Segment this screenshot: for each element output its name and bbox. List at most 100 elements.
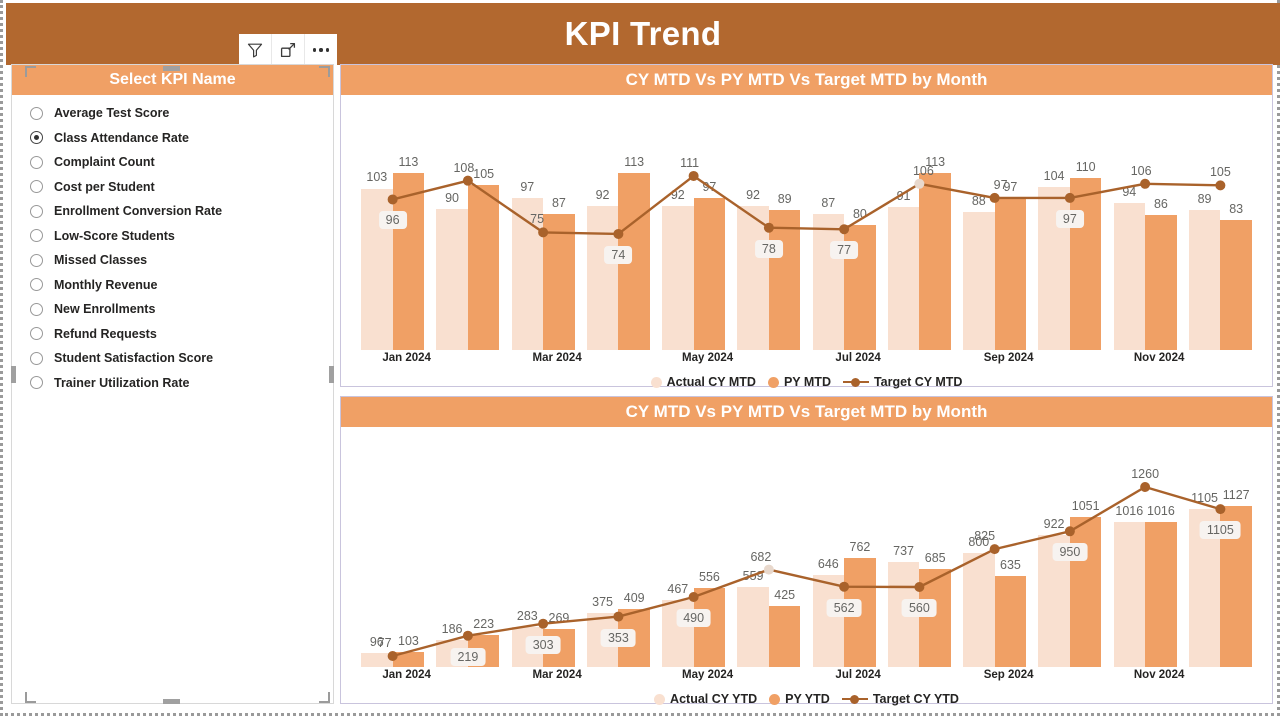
bar-actual[interactable] (812, 213, 845, 350)
bar-py[interactable] (994, 576, 1027, 667)
radio-unselected-icon[interactable] (30, 376, 43, 390)
bar-py[interactable] (693, 587, 726, 667)
kpi-option-label: Student Satisfaction Score (54, 351, 214, 366)
chart-card-mtd[interactable]: CY MTD Vs PY MTD Vs Target MTD by Month … (340, 64, 1273, 389)
chart-column[interactable] (656, 95, 731, 350)
bar-value-actual: 90 (445, 190, 460, 205)
radio-unselected-icon[interactable] (30, 204, 43, 218)
bar-py[interactable] (1069, 516, 1102, 667)
resize-handle-bottom-left[interactable] (25, 692, 36, 703)
resize-handle-bottom-right[interactable] (319, 692, 330, 703)
bar-actual[interactable] (963, 552, 995, 667)
resize-handle-bottom[interactable] (163, 699, 180, 704)
resize-handle-top-right[interactable] (319, 66, 330, 77)
chart-plot-mtd[interactable]: 103 113 90 105 97 87 92 113 92 97 92 89 87 80 91 113 88 9… (341, 95, 1272, 350)
bar-py[interactable] (919, 172, 951, 350)
bar-actual[interactable] (963, 212, 995, 350)
bar-actual[interactable] (737, 587, 769, 667)
bar-py[interactable] (919, 569, 951, 667)
kpi-option-average-test-score[interactable]: Average Test Score (12, 101, 333, 126)
kpi-radio-list[interactable]: Average Test Score Class Attendance Rate C… (12, 95, 333, 395)
bar-py[interactable] (467, 185, 500, 350)
more-options-icon[interactable] (305, 34, 337, 66)
resize-handle-top[interactable] (163, 66, 180, 71)
chart-column[interactable] (731, 95, 806, 350)
radio-unselected-icon[interactable] (30, 229, 43, 243)
legend-item[interactable]: Target CY MTD (842, 375, 962, 389)
bar-actual[interactable] (1113, 202, 1146, 350)
chart-column[interactable] (430, 95, 505, 350)
kpi-option-enrollment-conversion-rate[interactable]: Enrollment Conversion Rate (12, 199, 333, 224)
kpi-slicer[interactable]: Select KPI Name Average Test Score Class … (11, 64, 334, 704)
bar-actual[interactable] (812, 574, 845, 667)
chart-column[interactable] (506, 427, 581, 667)
filter-icon[interactable] (239, 34, 272, 66)
chart-column[interactable] (1108, 427, 1183, 667)
chart-column[interactable] (355, 427, 430, 667)
legend-item[interactable]: PY YTD (769, 692, 830, 706)
bar-py[interactable] (768, 606, 801, 667)
chart-legend-mtd[interactable]: Actual CY MTD PY MTD Target CY MTD (341, 370, 1272, 394)
kpi-option-low-score-students[interactable]: Low-Score Students (12, 224, 333, 249)
bar-actual[interactable] (737, 205, 769, 350)
bar-py[interactable] (994, 197, 1027, 350)
radio-unselected-icon[interactable] (30, 327, 43, 341)
kpi-option-complaint-count[interactable]: Complaint Count (12, 150, 333, 175)
bar-actual[interactable] (1188, 210, 1221, 350)
bar-py[interactable] (392, 172, 425, 350)
bar-py[interactable] (1220, 219, 1252, 350)
kpi-option-new-enrollments[interactable]: New Enrollments (12, 297, 333, 322)
kpi-option-missed-classes[interactable]: Missed Classes (12, 248, 333, 273)
radio-unselected-icon[interactable] (30, 253, 43, 267)
bar-actual[interactable] (887, 207, 920, 350)
bar-actual[interactable] (586, 205, 619, 350)
chart-column[interactable] (882, 95, 957, 350)
legend-item[interactable]: PY MTD (767, 375, 831, 389)
chart-card-ytd[interactable]: CY MTD Vs PY MTD Vs Target MTD by Month … (340, 396, 1273, 706)
bar-py[interactable] (1145, 215, 1177, 350)
kpi-option-cost-per-student[interactable]: Cost per Student (12, 175, 333, 200)
focus-mode-icon[interactable] (272, 34, 305, 66)
legend-item[interactable]: Target CY YTD (841, 692, 959, 706)
resize-handle-left[interactable] (11, 366, 16, 383)
resize-handle-top-left[interactable] (25, 66, 36, 77)
bar-value-py: 80 (852, 206, 867, 221)
chart-column[interactable] (1183, 95, 1258, 350)
chart-column[interactable] (731, 427, 806, 667)
chart-column[interactable] (957, 95, 1032, 350)
radio-selected-icon[interactable] (30, 131, 43, 145)
chart-column[interactable] (807, 95, 882, 350)
legend-item[interactable]: Actual CY MTD (650, 375, 756, 389)
bar-py[interactable] (1145, 521, 1177, 667)
legend-item[interactable]: Actual CY YTD (654, 692, 757, 706)
chart-column[interactable] (581, 95, 656, 350)
resize-handle-right[interactable] (329, 366, 334, 383)
bar-py[interactable] (392, 652, 425, 667)
chart-plot-ytd[interactable]: 96 103 186 223 283 269 375 409 467 556 559 425 646 76… (341, 427, 1272, 667)
bar-py[interactable] (693, 197, 726, 350)
kpi-option-monthly-revenue[interactable]: Monthly Revenue (12, 273, 333, 298)
radio-unselected-icon[interactable] (30, 278, 43, 292)
visual-toolbar[interactable] (239, 34, 337, 66)
kpi-option-student-satisfaction-score[interactable]: Student Satisfaction Score (12, 346, 333, 371)
chart-column[interactable] (656, 427, 731, 667)
bar-py[interactable] (543, 213, 575, 350)
chart-column[interactable] (1183, 427, 1258, 667)
kpi-option-trainer-utilization-rate[interactable]: Trainer Utilization Rate (12, 371, 333, 396)
radio-unselected-icon[interactable] (30, 106, 43, 120)
kpi-option-class-attendance-rate[interactable]: Class Attendance Rate (12, 126, 333, 151)
bar-py[interactable] (1069, 177, 1102, 350)
chart-legend-ytd[interactable]: Actual CY YTD PY YTD Target CY YTD (341, 687, 1272, 711)
kpi-option-refund-requests[interactable]: Refund Requests (12, 322, 333, 347)
page-scrollbar[interactable] (1274, 0, 1277, 716)
radio-unselected-icon[interactable] (30, 180, 43, 194)
radio-unselected-icon[interactable] (30, 302, 43, 316)
bar-actual[interactable] (1113, 521, 1146, 667)
bar-py[interactable] (768, 210, 801, 350)
radio-unselected-icon[interactable] (30, 351, 43, 365)
chart-column[interactable] (1108, 95, 1183, 350)
radio-unselected-icon[interactable] (30, 155, 43, 169)
bar-actual[interactable] (361, 653, 393, 667)
bar-actual[interactable] (662, 205, 694, 350)
bar-actual[interactable] (436, 208, 468, 350)
